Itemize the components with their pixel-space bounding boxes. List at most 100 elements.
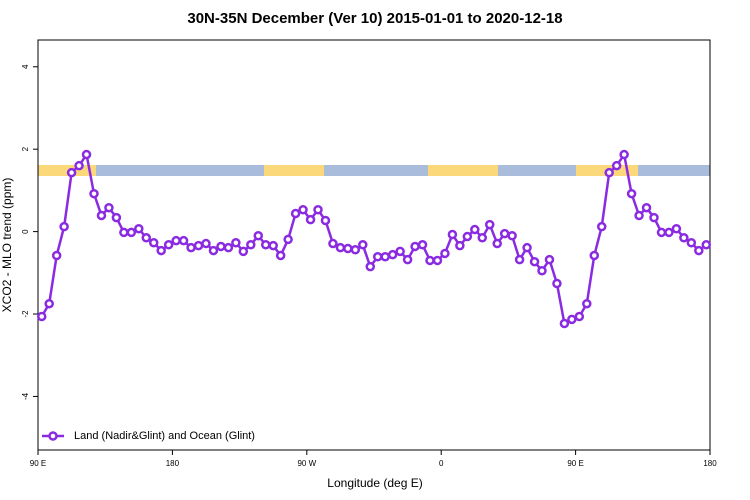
data-point (425, 255, 435, 266)
data-point (641, 202, 652, 213)
data-point (111, 212, 122, 223)
y-tick-label: 0 (21, 229, 30, 234)
data-point (186, 242, 196, 253)
plot-frame (37, 39, 711, 451)
data-point (89, 188, 99, 199)
y-axis-label: XCO2 - MLO trend (ppm) (0, 178, 14, 313)
x-axis-label: Longitude (deg E) (327, 476, 422, 490)
data-point (596, 221, 607, 232)
data-point (507, 230, 517, 241)
data-point (440, 248, 450, 259)
data-point (380, 251, 390, 262)
data-point (320, 215, 331, 226)
data-point (283, 234, 293, 245)
data-point (268, 240, 278, 251)
x-tick-label: 90 E (567, 459, 583, 468)
data-point (163, 240, 174, 250)
data-point (216, 241, 226, 252)
data-point (462, 231, 473, 242)
ocean-band (38, 165, 710, 176)
x-tick-label: 180 (703, 459, 717, 468)
land-band (428, 165, 498, 176)
data-point (253, 230, 264, 241)
data-point (582, 298, 592, 309)
data-point (178, 235, 189, 246)
data-point (387, 249, 398, 260)
data-point (193, 240, 204, 251)
data-point (223, 242, 234, 253)
x-tick-label: 180 (166, 459, 180, 468)
data-point (656, 227, 667, 238)
y-tick-label: 4 (21, 64, 30, 69)
data-point (619, 149, 629, 160)
data-point (626, 188, 637, 199)
data-point (589, 250, 600, 261)
data-point (559, 318, 570, 329)
data-point (104, 202, 114, 213)
data-point (365, 261, 376, 272)
x-tick-label: 90 E (30, 459, 46, 468)
data-point (298, 205, 308, 215)
data-point (275, 250, 286, 261)
data-point (671, 223, 682, 234)
data-point (96, 210, 107, 221)
data-point (664, 227, 674, 238)
data-point (260, 240, 271, 250)
data-point (410, 241, 420, 252)
land-band (264, 165, 324, 176)
data-point (574, 311, 585, 322)
data-point (372, 251, 383, 262)
data-point (417, 240, 428, 250)
data-point (649, 212, 659, 223)
data-point (499, 228, 510, 239)
data-point (514, 254, 525, 265)
data-point (335, 242, 346, 253)
data-point (402, 254, 413, 265)
data-point (208, 245, 219, 256)
data-point (231, 237, 241, 248)
x-tick-label: 0 (439, 459, 444, 468)
data-point (81, 149, 92, 160)
data-point (51, 250, 62, 261)
data-point (358, 240, 368, 250)
data-point (119, 227, 129, 238)
legend-marker (48, 431, 58, 441)
data-point (552, 278, 562, 289)
data-point (134, 223, 144, 234)
data-point (529, 256, 540, 267)
data-point (470, 224, 480, 235)
data-point (679, 233, 689, 243)
land-band (38, 165, 96, 176)
data-point (455, 240, 465, 251)
data-point (36, 311, 47, 322)
data-point (238, 246, 249, 257)
data-point (328, 238, 338, 249)
data-point (447, 229, 458, 240)
data-point (343, 243, 353, 254)
chart-title: 30N-35N December (Ver 10) 2015-01-01 to … (187, 10, 562, 27)
y-tick-label: 2 (21, 146, 30, 151)
data-point (246, 240, 256, 250)
x-tick-label: 90 W (297, 459, 316, 468)
series-line (40, 151, 708, 326)
y-tick-label: -2 (21, 310, 30, 318)
data-point (141, 233, 152, 243)
legend-label: Land (Nadir&Glint) and Ocean (Glint) (74, 430, 255, 442)
data-point (567, 314, 577, 325)
data-point (44, 298, 54, 309)
data-point (432, 255, 443, 266)
data-point (305, 214, 316, 225)
data-point (126, 227, 137, 238)
data-point (59, 221, 69, 232)
data-point (492, 238, 502, 249)
data-point (156, 245, 166, 256)
data-point (171, 235, 181, 246)
data-point (522, 242, 532, 253)
data-point (537, 266, 547, 276)
data-point (634, 210, 644, 221)
data-point (395, 246, 405, 257)
data-point (701, 240, 712, 250)
data-point (148, 237, 159, 248)
data-point (694, 245, 704, 256)
